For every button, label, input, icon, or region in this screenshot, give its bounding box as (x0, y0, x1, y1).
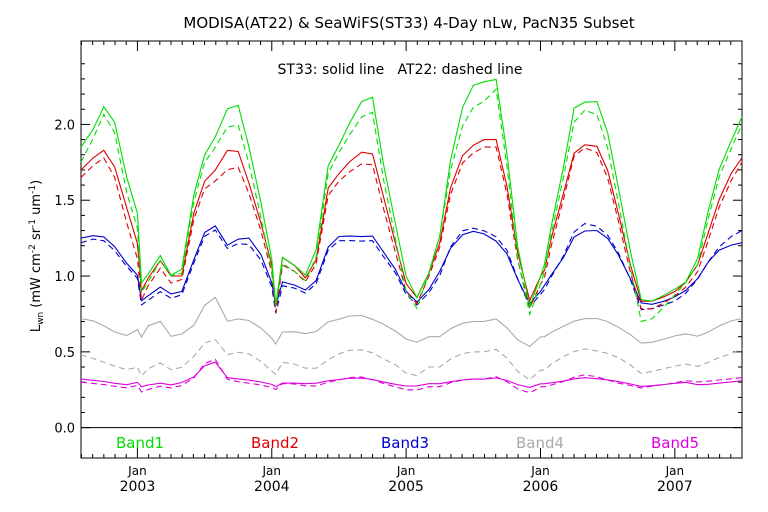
y-axis-label: Lwn (mW cm-2 sr-1 um-1) (28, 180, 46, 332)
x-tick-year: 2004 (254, 479, 290, 495)
y-axis-label-rest: (mW cm (29, 253, 44, 312)
series-line-band1-at22 (80, 88, 743, 323)
y-axis-label-main: L (29, 324, 44, 332)
y-tick-label: 2.0 (54, 118, 75, 133)
y-axis-label-exp1: -2 (28, 244, 38, 253)
y-axis-label-exp2: -1 (28, 219, 38, 228)
legend-label-band3: Band3 (381, 434, 429, 452)
x-tick-month: Jan (262, 464, 282, 478)
legend-label-band5: Band5 (651, 434, 699, 452)
x-tick-year: 2003 (120, 479, 156, 495)
series-line-band4-at22 (80, 338, 743, 381)
x-tick-year: 2007 (657, 479, 693, 495)
legend-label-band4: Band4 (516, 434, 564, 452)
legend-label-band1: Band1 (116, 434, 164, 452)
y-axis-label-exp3: -1 (28, 185, 38, 194)
x-tick-month: Jan (530, 464, 550, 478)
chart-subtitle: ST33: solid line AT22: dashed line (278, 62, 523, 78)
y-tick-label: 1.5 (54, 194, 75, 209)
chart-title: MODISA(AT22) & SeaWiFS(ST33) 4-Day nLw, … (183, 14, 634, 32)
series-line-band5-st33 (80, 361, 743, 388)
plot-area: 0.00.51.01.52.0Jan2003Jan2004Jan2005Jan2… (54, 40, 743, 495)
y-axis-label-close: ) (29, 180, 44, 185)
x-tick-month: Jan (396, 464, 416, 478)
series-line-band3-st33 (80, 225, 743, 307)
x-tick-year: 2005 (388, 479, 424, 495)
y-axis-label-sub: wn (36, 312, 46, 325)
series-line-band5-at22 (80, 358, 743, 394)
series-line-band3-at22 (80, 223, 743, 314)
y-tick-label: 0.5 (54, 346, 75, 361)
y-axis-label-um: um (29, 194, 44, 219)
x-tick-year: 2006 (523, 479, 559, 495)
series-line-band2-at22 (80, 146, 743, 314)
y-tick-label: 1.0 (54, 270, 75, 285)
series-line-band4-st33 (80, 296, 743, 348)
plot-frame (80, 40, 743, 459)
series-line-band1-st33 (80, 78, 743, 309)
x-tick-month: Jan (127, 464, 147, 478)
y-axis-label-mid: sr (29, 227, 44, 244)
y-tick-label: 0.0 (54, 422, 75, 437)
legend-label-band2: Band2 (251, 434, 299, 452)
x-tick-month: Jan (665, 464, 685, 478)
